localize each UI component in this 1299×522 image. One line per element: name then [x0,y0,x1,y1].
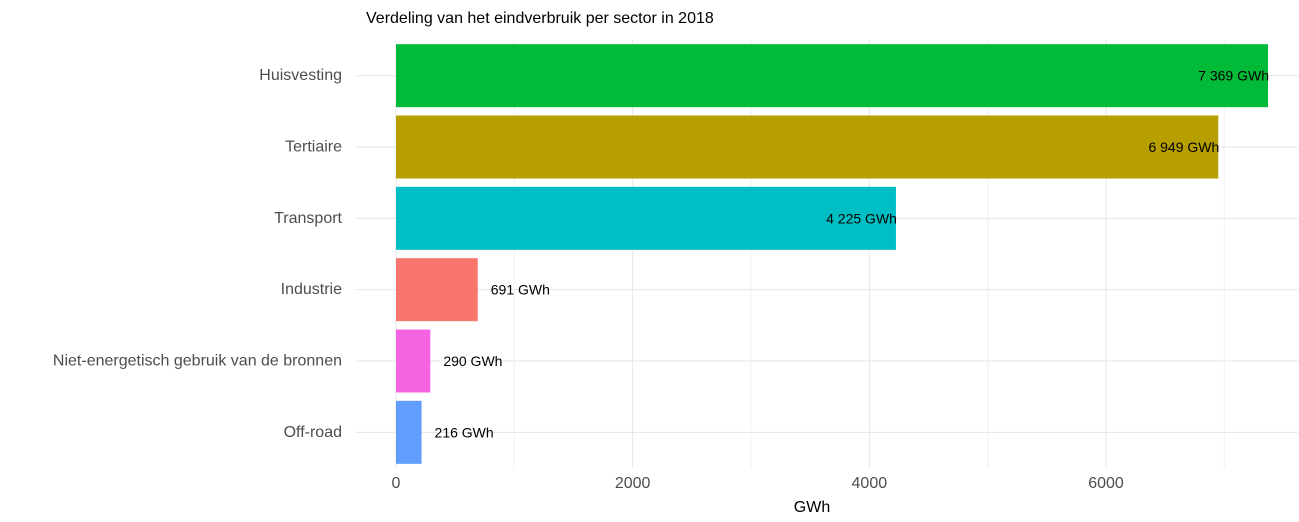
bar [396,186,896,250]
y-tick-label: Tertiaire [285,139,342,156]
bar-value-label: 290 GWh [443,353,502,369]
y-tick-label: Industrie [281,281,342,298]
chart-title: Verdeling van het eindverbruik per secto… [366,10,714,27]
data-labels: 7 369 GWh 6 949 GWh 4 225 GWh 691 GWh 290 GW… [435,68,1269,441]
y-tick-label: Niet-energetisch gebruik van de bronnen [53,353,342,370]
x-tick-label: 2000 [615,475,651,492]
bar-value-label: 7 369 GWh [1198,68,1269,84]
bar-value-label: 4 225 GWh [826,210,897,226]
bar [396,115,1219,179]
bar-value-label: 6 949 GWh [1148,139,1219,155]
y-tick-label: Off-road [284,424,342,441]
bar-value-label: 691 GWh [491,282,550,298]
y-tick-label: Huisvesting [259,67,342,84]
y-axis-ticks: Huisvesting Tertiaire Transport Industrie Ni… [53,67,343,441]
x-tick-label: 0 [392,475,401,492]
bar [396,329,431,393]
x-tick-label: 4000 [852,475,888,492]
bars [396,44,1268,464]
bar [396,44,1268,108]
x-tick-label: 6000 [1088,475,1124,492]
x-axis-ticks: 0 2000 4000 6000 [392,475,1124,492]
bar-value-label: 216 GWh [435,424,494,440]
y-tick-label: Transport [274,210,342,227]
bar [396,258,478,322]
x-axis-label: GWh [794,499,830,516]
bar [396,400,422,464]
